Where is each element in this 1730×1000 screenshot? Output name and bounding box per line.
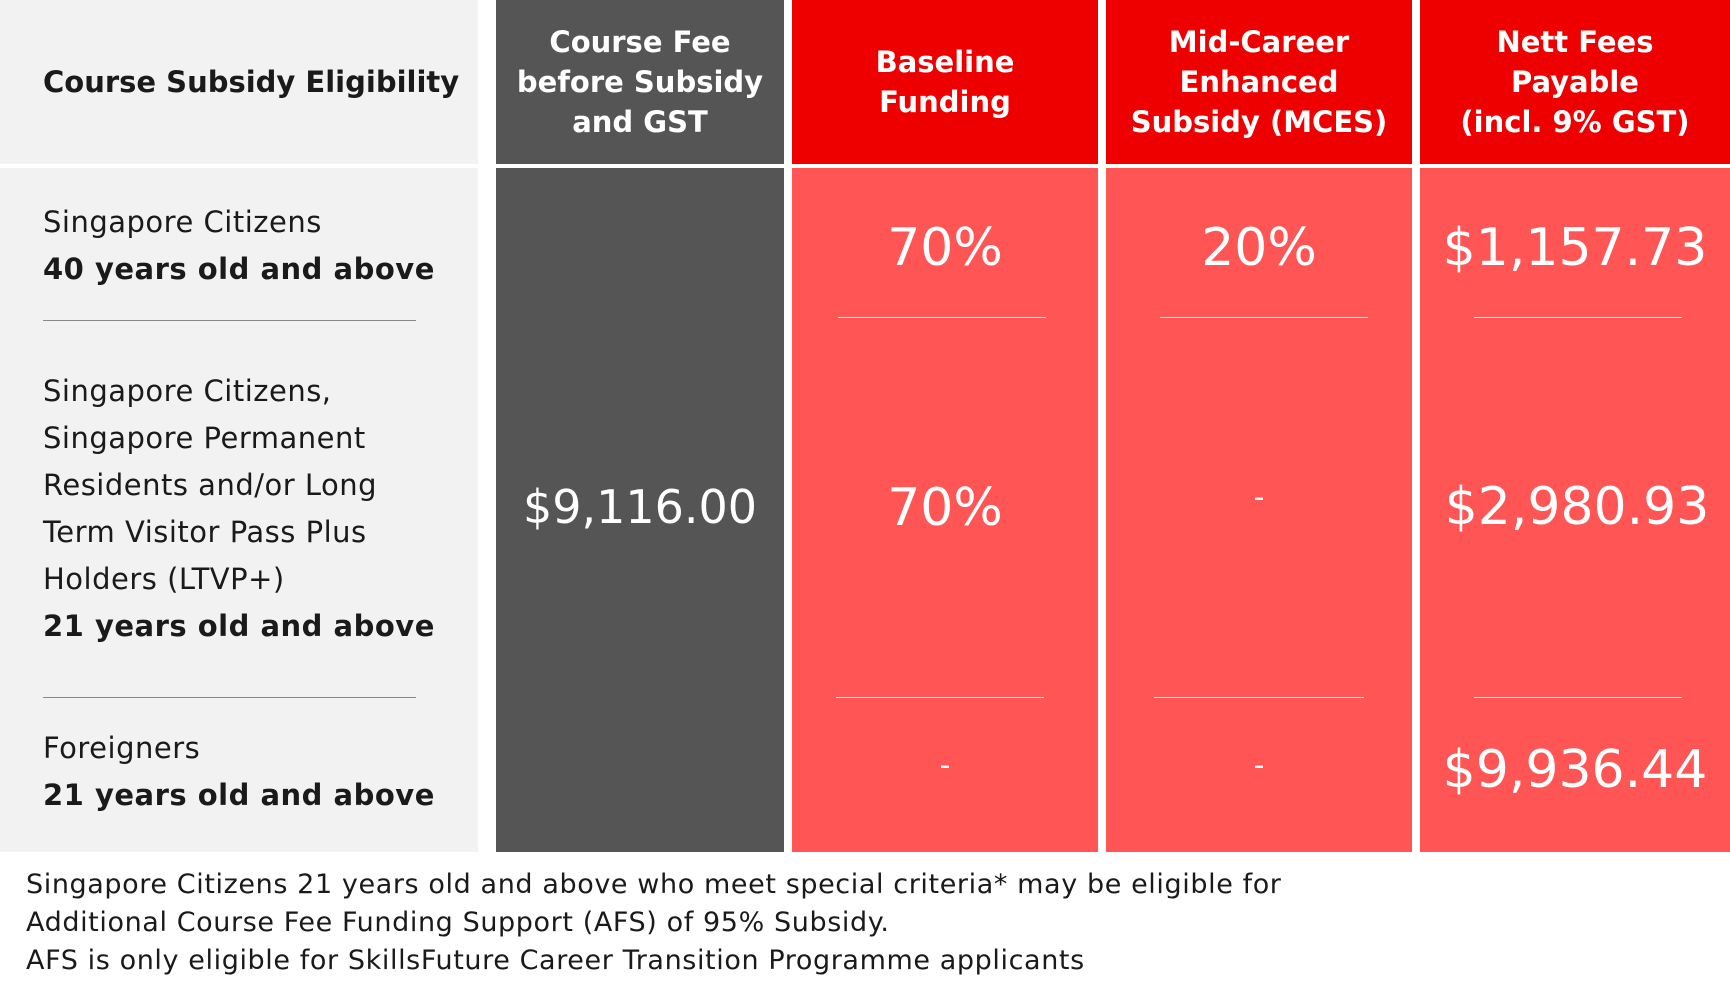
row-3-baseline: -	[939, 748, 951, 783]
row-2-mces: -	[1253, 480, 1265, 515]
eligibility-group: Singapore Citizens	[43, 205, 322, 239]
header-mces: Mid-Career Enhanced Subsidy (MCES)	[1106, 0, 1412, 164]
eligibility-group: Singapore Citizens,	[43, 374, 332, 408]
header-mces-line: Mid-Career	[1168, 25, 1350, 59]
header-course-fee: Course Fee before Subsidy and GST	[496, 0, 784, 164]
row-divider	[1154, 697, 1364, 698]
header-eligibility-label: Course Subsidy Eligibility	[43, 65, 460, 99]
row-2-nett: $2,980.93	[1444, 477, 1710, 537]
header-nett-line: Payable	[1510, 65, 1639, 99]
row-divider	[1474, 317, 1682, 318]
header-mces-line: Subsidy (MCES)	[1130, 105, 1388, 139]
row-2-eligibility: Singapore Citizens, Singapore Permanent …	[43, 368, 463, 650]
eligibility-group: Term Visitor Pass Plus	[43, 515, 367, 549]
row-2-baseline: 70%	[887, 478, 1003, 538]
row-divider	[838, 317, 1046, 318]
row-divider	[43, 320, 416, 321]
eligibility-group: Residents and/or Long	[43, 468, 378, 502]
row-divider	[43, 697, 416, 698]
row-1-nett: $1,157.73	[1442, 218, 1708, 278]
footnote-line: Additional Course Fee Funding Support (A…	[26, 907, 890, 938]
header-baseline-funding: Baseline Funding	[792, 0, 1098, 164]
header-course-fee-line: Course Fee	[549, 25, 731, 59]
row-divider	[1160, 317, 1368, 318]
header-eligibility: Course Subsidy Eligibility	[0, 0, 478, 164]
header-course-fee-line: before Subsidy	[516, 65, 764, 99]
eligibility-group: Foreigners	[43, 731, 201, 765]
footnote-line: Singapore Citizens 21 years old and abov…	[26, 869, 1282, 900]
eligibility-age: 21 years old and above	[43, 609, 435, 643]
header-baseline-line: Funding	[879, 85, 1011, 119]
row-1-eligibility: Singapore Citizens 40 years old and abov…	[43, 199, 463, 293]
footnote-line: AFS is only eligible for SkillsFuture Ca…	[26, 945, 1085, 976]
eligibility-column	[0, 168, 478, 852]
row-1-mces: 20%	[1201, 218, 1317, 278]
header-nett-fees: Nett Fees Payable (incl. 9% GST)	[1420, 0, 1730, 164]
header-baseline-line: Baseline	[875, 45, 1015, 79]
baseline-column	[792, 168, 1098, 852]
row-divider	[1474, 697, 1682, 698]
course-fee-value: $9,116.00	[522, 480, 758, 534]
header-mces-line: Enhanced	[1179, 65, 1339, 99]
course-fee-column	[496, 168, 784, 852]
footnote: Singapore Citizens 21 years old and abov…	[26, 866, 1526, 980]
eligibility-group: Singapore Permanent	[43, 421, 366, 455]
header-course-fee-line: and GST	[572, 105, 708, 139]
eligibility-group: Holders (LTVP+)	[43, 562, 285, 596]
eligibility-age: 40 years old and above	[43, 252, 435, 286]
row-3-nett: $9,936.44	[1442, 740, 1708, 800]
row-3-eligibility: Foreigners 21 years old and above	[43, 725, 463, 819]
row-1-baseline: 70%	[887, 218, 1003, 278]
header-nett-line: (incl. 9% GST)	[1460, 105, 1690, 139]
row-3-mces: -	[1253, 748, 1265, 783]
header-nett-line: Nett Fees	[1496, 25, 1654, 59]
row-divider	[836, 697, 1044, 698]
mces-column	[1106, 168, 1412, 852]
nett-column	[1420, 168, 1730, 852]
eligibility-age: 21 years old and above	[43, 778, 435, 812]
